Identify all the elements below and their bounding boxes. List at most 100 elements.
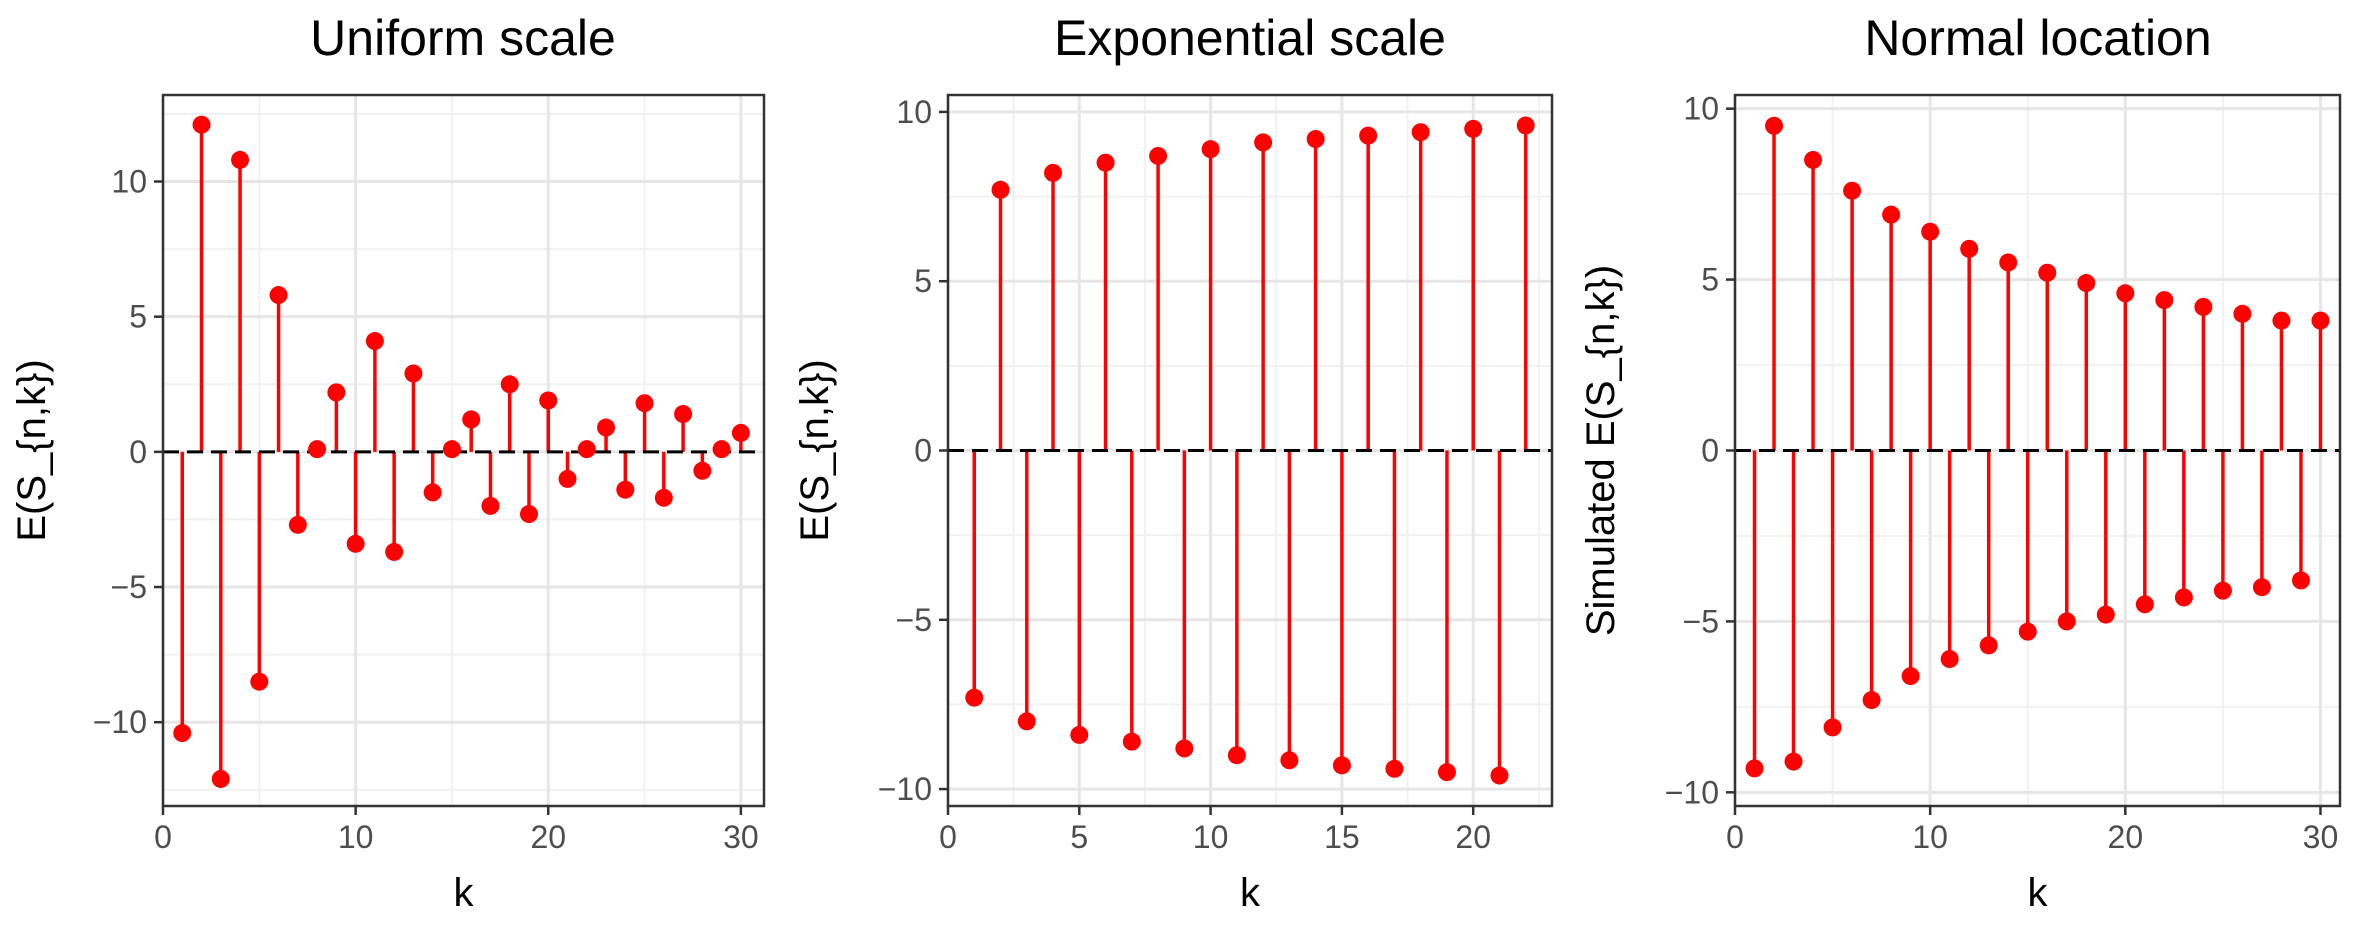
point-9	[1175, 739, 1194, 758]
point-19	[519, 505, 538, 524]
point-4	[231, 150, 250, 169]
x-tick-label: 15	[1324, 819, 1360, 855]
point-14	[1306, 130, 1325, 149]
x-tick-label: 10	[1912, 819, 1948, 855]
point-20	[1464, 119, 1483, 138]
y-tick-label: 5	[914, 263, 932, 299]
point-10	[1921, 222, 1940, 241]
point-13	[1280, 751, 1299, 770]
point-18	[500, 375, 519, 394]
point-28	[693, 461, 712, 480]
point-17	[2057, 612, 2076, 631]
y-tick-label: 10	[896, 94, 932, 130]
y-tick-label: −10	[1665, 774, 1719, 810]
point-17	[481, 496, 500, 515]
point-3	[1017, 712, 1036, 731]
point-10	[1201, 140, 1220, 159]
point-8	[1149, 146, 1168, 165]
point-22	[2155, 291, 2174, 310]
chart-title: Normal location	[1864, 10, 2211, 66]
point-29	[712, 440, 731, 459]
y-tick-label: 10	[111, 164, 147, 200]
point-17	[1385, 759, 1404, 778]
y-tick-label: 0	[1701, 433, 1719, 469]
point-12	[385, 542, 404, 561]
x-tick-label: 0	[154, 819, 172, 855]
point-1	[965, 688, 984, 707]
x-tick-label: 30	[2303, 819, 2339, 855]
point-24	[616, 480, 635, 499]
stems	[972, 125, 1528, 776]
y-axis-label: E(S_{n,k})	[10, 359, 54, 541]
chart-panel-2: 0 5 10 15 20 −10 −5 0 5 10 Exponential scale k E(S_{…	[793, 10, 1554, 915]
y-axis-ticks: −10 −5 0 5 10	[1665, 91, 1735, 810]
point-8	[308, 440, 327, 459]
x-tick-label: 10	[338, 819, 374, 855]
point-7	[288, 515, 307, 534]
x-tick-label: 20	[530, 819, 566, 855]
x-tick-label: 20	[1455, 819, 1491, 855]
point-30	[2311, 311, 2330, 330]
x-axis-ticks: 0 10 20 30	[154, 806, 759, 855]
point-19	[1437, 763, 1456, 782]
point-6	[269, 286, 288, 305]
point-6	[1843, 181, 1862, 200]
point-6	[1096, 153, 1115, 172]
y-tick-label: 0	[914, 433, 932, 469]
plot-border	[161, 93, 766, 808]
point-9	[327, 383, 346, 402]
point-25	[635, 394, 654, 413]
point-22	[577, 440, 596, 459]
point-16	[462, 410, 481, 429]
point-27	[2252, 578, 2271, 597]
points	[965, 116, 1535, 785]
point-2	[1765, 116, 1784, 135]
x-tick-label: 0	[1726, 819, 1744, 855]
point-23	[2174, 588, 2193, 607]
y-tick-label: 5	[129, 299, 147, 335]
y-tick-label: 5	[1701, 262, 1719, 298]
point-19	[2096, 605, 2115, 624]
point-15	[2018, 622, 2037, 641]
point-18	[2077, 274, 2096, 293]
y-axis-label: E(S_{n,k})	[793, 359, 837, 541]
point-4	[1804, 150, 1823, 169]
point-3	[1784, 752, 1803, 771]
x-tick-label: 30	[723, 819, 759, 855]
point-15	[1332, 756, 1351, 775]
chart-title: Exponential scale	[1054, 10, 1446, 66]
point-26	[2233, 304, 2252, 323]
point-20	[2116, 284, 2135, 303]
point-5	[1070, 725, 1089, 744]
point-13	[1979, 636, 1998, 655]
point-25	[2213, 581, 2232, 600]
point-11	[365, 332, 384, 351]
point-23	[597, 418, 616, 437]
x-axis-label: k	[454, 871, 475, 915]
x-axis-label: k	[1240, 871, 1261, 915]
point-8	[1882, 205, 1901, 224]
point-16	[1359, 126, 1378, 145]
point-20	[539, 391, 558, 410]
points	[1745, 116, 2330, 778]
point-1	[1745, 759, 1764, 778]
x-tick-label: 5	[1070, 819, 1088, 855]
point-2	[991, 180, 1010, 199]
point-1	[173, 724, 192, 743]
point-10	[346, 534, 365, 553]
y-axis-label: Simulated E(S_{n,k})	[1579, 265, 1623, 636]
chart-panel-1: 0 10 20 30 −10 −5 0 5 10 Uniform scale k E(S_{n,k})	[10, 10, 766, 915]
point-18	[1411, 123, 1430, 142]
point-14	[1999, 253, 2018, 272]
y-tick-label: −5	[896, 602, 932, 638]
chart-title: Uniform scale	[310, 10, 616, 66]
point-12	[1960, 239, 1979, 258]
point-5	[1823, 718, 1842, 737]
point-9	[1901, 667, 1920, 686]
point-21	[2135, 595, 2154, 614]
y-tick-label: −5	[111, 569, 147, 605]
x-axis-ticks: 0 10 20 30	[1726, 806, 2338, 855]
point-21	[1490, 766, 1509, 785]
point-4	[1044, 163, 1063, 182]
point-7	[1122, 732, 1141, 751]
